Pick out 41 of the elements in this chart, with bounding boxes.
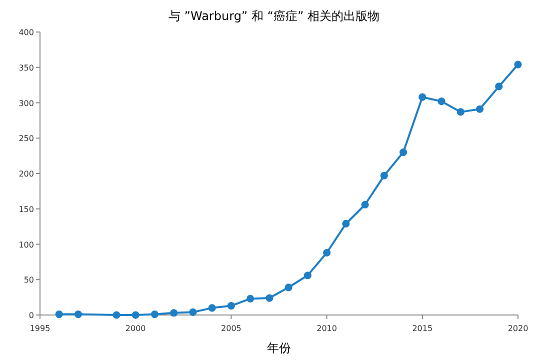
point [514,60,522,68]
x-tick-label: 2020 [508,324,528,333]
point [495,82,503,90]
y-tick-label: 0 [28,311,34,320]
point [284,284,292,292]
point [170,309,178,317]
y-tick-label: 350 [18,63,34,72]
point [361,200,369,208]
point [55,310,63,318]
point [246,294,254,303]
point [399,148,408,156]
y-tick-label: 250 [18,134,34,144]
y-tick-label: 400 [18,28,34,37]
point [112,311,120,319]
point [438,98,446,106]
point [132,311,140,319]
chart-title: 与 ”Warburg” 和 “癌症” 相关的出版物 [168,9,380,23]
y-tick-label: 200 [18,170,34,178]
point [476,105,484,113]
point [418,93,426,101]
y-tick-label: 100 [18,240,34,250]
point [74,310,82,318]
point [380,172,388,180]
point [227,302,235,310]
point [456,108,464,116]
y-tick-label: 50 [24,276,34,285]
point [189,308,197,316]
point [342,220,350,228]
x-tick-label: 1995 [30,324,50,333]
x-tick-label: 2015 [412,324,433,333]
point [150,310,159,318]
y-tick-label: 150 [18,204,34,214]
point [304,272,312,280]
x-axis-title: 年份 [267,341,291,355]
x-tick-label: 2010 [316,324,337,333]
point [323,248,331,257]
x-tick-label: 2000 [125,324,146,333]
point [266,294,274,302]
x-tick-label: 2005 [221,324,242,333]
point [208,304,216,312]
y-tick-label: 300 [18,98,34,108]
